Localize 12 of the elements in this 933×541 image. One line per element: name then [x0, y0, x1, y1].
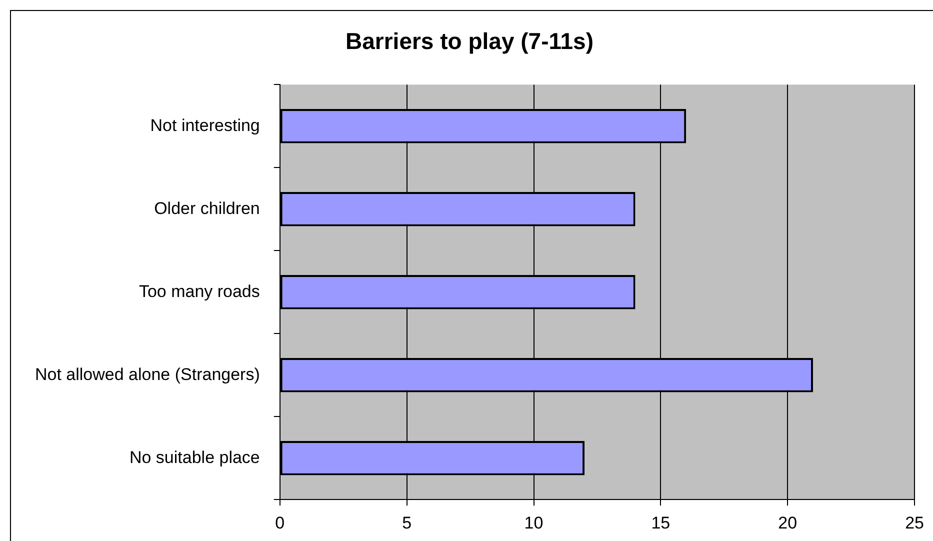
y-tick-label: No suitable place — [129, 448, 260, 467]
x-tick-label: 15 — [651, 513, 670, 532]
y-tick-label: Older children — [154, 198, 260, 218]
x-tick-label: 25 — [905, 513, 924, 532]
x-tick-label: 10 — [524, 513, 544, 532]
y-tick-label: Not interesting — [150, 116, 260, 135]
x-tick-label: 0 — [275, 513, 285, 532]
x-tick-label: 20 — [778, 513, 798, 532]
y-tick-label: Too many roads — [138, 282, 260, 301]
x-tick-label: 5 — [402, 513, 412, 532]
chart-title: Barriers to play (7-11s) — [345, 28, 594, 54]
y-tick-label: Not allowed alone (Strangers) — [34, 364, 260, 384]
